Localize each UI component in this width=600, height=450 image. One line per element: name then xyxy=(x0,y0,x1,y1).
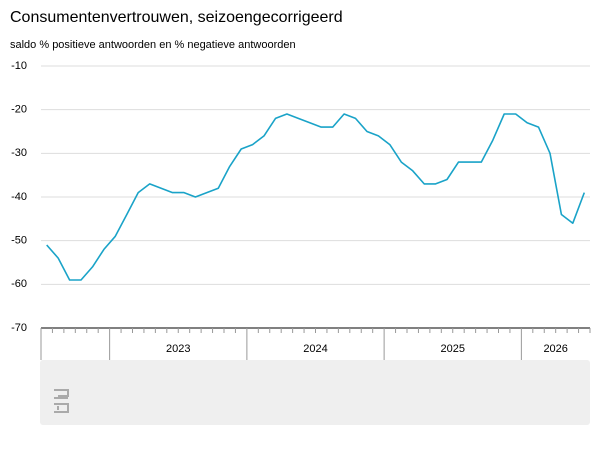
logo xyxy=(54,389,69,413)
y-tick-label: -40 xyxy=(11,191,27,203)
y-tick-label: -10 xyxy=(11,60,27,72)
y-tick-label: -50 xyxy=(11,235,27,247)
x-tick-label: 2024 xyxy=(303,343,327,355)
y-tick-label: -30 xyxy=(11,147,27,159)
x-tick-label: 2026 xyxy=(543,343,567,355)
series-line xyxy=(46,113,586,281)
y-tick-label: -70 xyxy=(11,322,27,334)
y-tick-label: -60 xyxy=(11,278,27,290)
x-tick-label: 2025 xyxy=(441,343,465,355)
chart-subtitle: saldo % positieve antwoorden en % negati… xyxy=(10,39,296,51)
footer xyxy=(40,360,590,425)
x-tick-label: 2023 xyxy=(166,343,190,355)
chart-title: Consumentenvertrouwen, seizoengecorrigee… xyxy=(10,9,343,26)
y-tick-label: -20 xyxy=(11,104,27,116)
